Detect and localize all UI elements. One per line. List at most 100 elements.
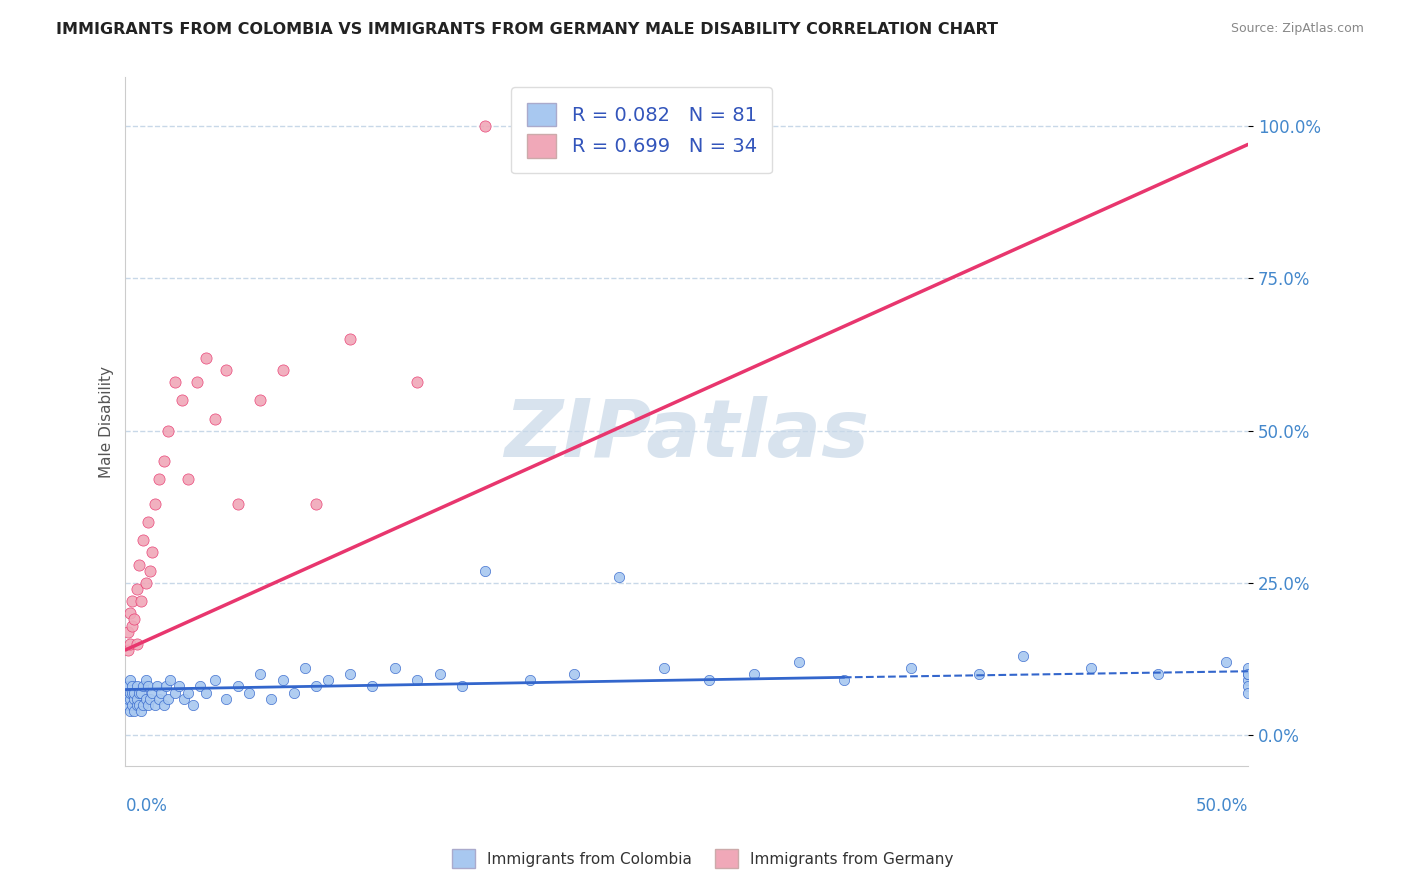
Point <box>1012 648 1035 663</box>
Point <box>609 570 631 584</box>
Point <box>1147 667 1170 681</box>
Point <box>125 637 148 651</box>
Point <box>118 673 141 688</box>
Point <box>339 332 361 346</box>
Point <box>118 607 141 621</box>
Point <box>135 673 157 688</box>
Point <box>204 411 226 425</box>
Point <box>967 667 990 681</box>
Point <box>519 673 541 688</box>
Point <box>1237 673 1260 688</box>
Point <box>186 375 208 389</box>
Point <box>118 704 141 718</box>
Point <box>125 582 148 596</box>
Point <box>143 497 166 511</box>
Point <box>136 515 159 529</box>
Point <box>135 691 157 706</box>
Point <box>143 698 166 712</box>
Point <box>451 680 474 694</box>
Point <box>169 680 191 694</box>
Point <box>260 691 283 706</box>
Point <box>832 673 855 688</box>
Point <box>121 618 143 632</box>
Point <box>195 351 218 365</box>
Point <box>132 680 155 694</box>
Point <box>141 685 163 699</box>
Point <box>361 680 384 694</box>
Point <box>226 680 249 694</box>
Point <box>238 685 260 699</box>
Point <box>129 685 152 699</box>
Point <box>249 393 271 408</box>
Point <box>305 680 328 694</box>
Point <box>117 643 139 657</box>
Point <box>1080 661 1102 675</box>
Point <box>117 680 139 694</box>
Point <box>157 424 180 438</box>
Point <box>157 691 180 706</box>
Point <box>128 685 150 699</box>
Text: 50.0%: 50.0% <box>1195 797 1249 814</box>
Point <box>129 594 152 608</box>
Legend: Immigrants from Colombia, Immigrants from Germany: Immigrants from Colombia, Immigrants fro… <box>444 841 962 875</box>
Y-axis label: Male Disability: Male Disability <box>100 366 114 477</box>
Point <box>474 119 496 133</box>
Point <box>121 685 143 699</box>
Point <box>141 545 163 559</box>
Point <box>118 637 141 651</box>
Point <box>1237 680 1260 694</box>
Point <box>125 698 148 712</box>
Text: ZIPatlas: ZIPatlas <box>505 396 869 475</box>
Point <box>271 363 294 377</box>
Point <box>294 661 316 675</box>
Point <box>787 655 810 669</box>
Point <box>271 673 294 688</box>
Point <box>429 667 451 681</box>
Point <box>316 673 339 688</box>
Point <box>173 691 195 706</box>
Point <box>188 680 211 694</box>
Point <box>117 698 139 712</box>
Point <box>129 704 152 718</box>
Legend: R = 0.082   N = 81, R = 0.699   N = 34: R = 0.082 N = 81, R = 0.699 N = 34 <box>512 87 772 174</box>
Point <box>652 661 675 675</box>
Point <box>121 698 143 712</box>
Point <box>117 691 139 706</box>
Point <box>124 612 146 626</box>
Point <box>181 698 204 712</box>
Point <box>384 661 406 675</box>
Point <box>152 454 174 468</box>
Point <box>564 667 586 681</box>
Point <box>125 691 148 706</box>
Text: IMMIGRANTS FROM COLOMBIA VS IMMIGRANTS FROM GERMANY MALE DISABILITY CORRELATION : IMMIGRANTS FROM COLOMBIA VS IMMIGRANTS F… <box>56 22 998 37</box>
Point <box>1237 667 1260 681</box>
Point <box>117 624 139 639</box>
Point <box>148 691 170 706</box>
Point <box>1237 667 1260 681</box>
Point <box>305 497 328 511</box>
Point <box>136 698 159 712</box>
Point <box>124 704 146 718</box>
Point <box>132 698 155 712</box>
Point <box>121 680 143 694</box>
Point <box>128 698 150 712</box>
Point <box>128 558 150 572</box>
Point <box>1237 685 1260 699</box>
Point <box>136 680 159 694</box>
Point <box>900 661 922 675</box>
Point <box>226 497 249 511</box>
Point <box>215 691 238 706</box>
Point <box>163 685 186 699</box>
Point <box>148 472 170 486</box>
Point <box>406 673 429 688</box>
Point <box>139 564 162 578</box>
Point <box>406 375 429 389</box>
Point <box>204 673 226 688</box>
Point <box>283 685 305 699</box>
Point <box>177 685 200 699</box>
Point <box>339 667 361 681</box>
Point <box>249 667 271 681</box>
Point <box>742 667 765 681</box>
Point <box>121 594 143 608</box>
Point <box>125 680 148 694</box>
